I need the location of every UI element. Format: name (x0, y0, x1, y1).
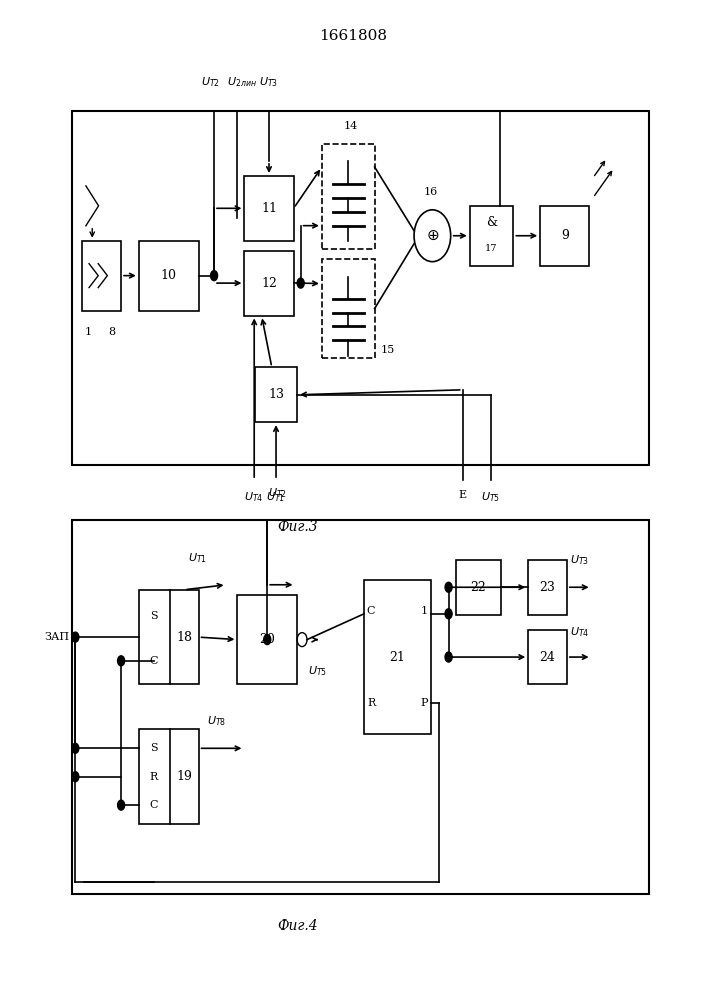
Text: C: C (149, 656, 158, 666)
Circle shape (211, 271, 218, 281)
Bar (245, 251, 293, 316)
Text: C: C (149, 800, 158, 810)
Text: ЗАП: ЗАП (45, 632, 70, 642)
Circle shape (117, 800, 124, 810)
Text: C: C (367, 606, 375, 616)
Circle shape (264, 635, 271, 645)
Text: 20: 20 (259, 633, 275, 646)
Bar (455, 560, 501, 615)
Text: 23: 23 (539, 581, 556, 594)
Text: $U_{T4}$: $U_{T4}$ (245, 490, 264, 504)
Text: 15: 15 (380, 345, 395, 355)
Circle shape (445, 582, 452, 592)
Bar (528, 630, 567, 684)
Text: $U_{T3}$: $U_{T3}$ (259, 75, 279, 89)
Text: 1: 1 (421, 606, 428, 616)
Bar (528, 560, 567, 615)
Text: S: S (150, 611, 158, 621)
Text: 10: 10 (160, 269, 177, 282)
Text: 16: 16 (423, 187, 438, 197)
Text: $U_{T5}$: $U_{T5}$ (481, 490, 501, 504)
Text: Фиг.4: Фиг.4 (277, 919, 317, 933)
Bar (255, 367, 297, 422)
Text: 21: 21 (390, 651, 405, 664)
Text: 17: 17 (485, 244, 498, 253)
Text: E: E (459, 490, 467, 500)
Text: R: R (367, 698, 375, 708)
Bar (540, 206, 590, 266)
Text: $U_{T2}$: $U_{T2}$ (201, 75, 220, 89)
Circle shape (297, 278, 304, 288)
Circle shape (445, 652, 452, 662)
Bar (72, 520, 649, 894)
Bar (139, 241, 199, 311)
Circle shape (445, 609, 452, 619)
Text: P: P (420, 698, 428, 708)
Bar (469, 206, 513, 266)
Text: $U_{T1}$: $U_{T1}$ (188, 551, 207, 565)
Text: $\oplus$: $\oplus$ (426, 228, 439, 243)
Text: 1: 1 (85, 327, 92, 337)
Bar (139, 590, 199, 684)
Bar (322, 144, 375, 249)
Bar (322, 259, 375, 358)
Text: 1661808: 1661808 (320, 29, 387, 43)
Circle shape (72, 743, 79, 753)
Text: S: S (150, 743, 158, 753)
Circle shape (72, 632, 79, 642)
Text: 14: 14 (344, 121, 358, 131)
Bar (139, 729, 199, 824)
Text: 13: 13 (268, 388, 284, 401)
Text: $U_{T5}$: $U_{T5}$ (308, 665, 327, 678)
Bar (83, 241, 121, 311)
Text: &: & (486, 216, 497, 229)
Circle shape (117, 656, 124, 666)
Text: $U_{T8}$: $U_{T8}$ (206, 715, 226, 728)
Bar (364, 580, 431, 734)
Text: $U_{T3}$: $U_{T3}$ (571, 554, 590, 567)
Circle shape (72, 772, 79, 782)
Text: Фиг.3: Фиг.3 (277, 520, 317, 534)
Bar (238, 595, 297, 684)
Bar (245, 176, 293, 241)
Bar (72, 111, 649, 465)
Text: 8: 8 (108, 327, 115, 337)
Text: $U_{T1}$: $U_{T1}$ (267, 490, 286, 504)
Text: 19: 19 (176, 770, 192, 783)
Text: 9: 9 (561, 229, 568, 242)
Text: 22: 22 (471, 581, 486, 594)
Text: 18: 18 (176, 631, 192, 644)
Text: $U_{T2}$: $U_{T2}$ (268, 486, 287, 500)
Text: 24: 24 (539, 651, 556, 664)
Text: 11: 11 (261, 202, 277, 215)
Text: $U_{T4}$: $U_{T4}$ (571, 625, 590, 639)
Text: 12: 12 (261, 277, 277, 290)
Text: $U_{2лин}$: $U_{2лин}$ (227, 75, 257, 89)
Text: R: R (150, 772, 158, 782)
